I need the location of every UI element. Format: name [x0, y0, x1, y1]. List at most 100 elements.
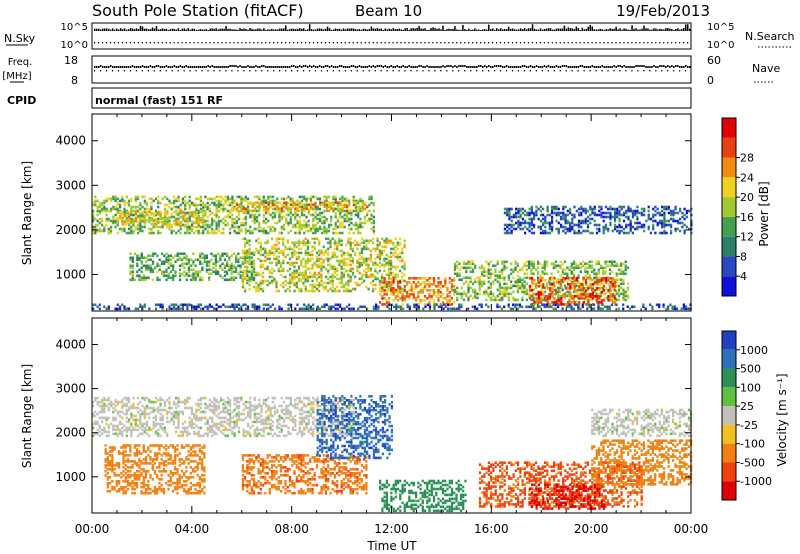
heatmap-cell: [262, 263, 265, 267]
heatmap-cell: [629, 225, 632, 229]
nave-dot: [249, 70, 251, 72]
heatmap-cell: [510, 231, 513, 235]
heatmap-cell: [265, 217, 268, 221]
heatmap-cell: [498, 284, 501, 288]
heatmap-cell: [226, 262, 229, 266]
heatmap-cell: [282, 285, 285, 289]
heatmap-cell: [381, 303, 384, 306]
heatmap-cell: [523, 276, 526, 280]
heatmap-cell: [342, 257, 345, 261]
heatmap-cell: [167, 266, 170, 270]
heatmap-cell: [448, 303, 451, 306]
freq-mark: [615, 66, 617, 68]
nave-dot: [129, 70, 132, 72]
heatmap-cell: [248, 270, 251, 274]
heatmap-cell: [564, 287, 567, 290]
heatmap-cell: [496, 276, 499, 280]
nsky-bar: [400, 29, 402, 31]
freq-mark: [533, 66, 536, 68]
heatmap-cell: [302, 283, 305, 287]
heatmap-cell: [197, 211, 200, 215]
heatmap-cell: [334, 197, 337, 201]
heatmap-cell: [233, 205, 236, 209]
heatmap-cell: [506, 213, 509, 217]
heatmap-cell: [383, 281, 386, 284]
heatmap-cell: [125, 220, 129, 224]
heatmap-cell: [119, 227, 122, 231]
nsky-bar: [410, 28, 412, 31]
heatmap-cell: [408, 281, 411, 284]
heatmap-cell: [273, 245, 276, 249]
heatmap-cell: [203, 256, 206, 260]
power-heatmap-cells: [92, 195, 693, 311]
nave-dot: [171, 70, 173, 72]
heatmap-cell: [471, 282, 475, 286]
freq-mark: [189, 66, 192, 68]
nsky-bar: [201, 29, 203, 31]
heatmap-cell: [282, 251, 285, 255]
heatmap-cell: [390, 271, 393, 275]
heatmap-cell: [123, 212, 126, 216]
heatmap-cell: [98, 221, 101, 225]
heatmap-cell: [294, 207, 297, 210]
freq-mark: [641, 65, 643, 67]
heatmap-cell: [465, 294, 468, 298]
heatmap-cell: [311, 279, 314, 283]
heatmap-cell: [161, 225, 164, 229]
heatmap-cell: [546, 205, 549, 209]
heatmap-cell: [312, 203, 315, 206]
heatmap-cell: [503, 231, 506, 235]
heatmap-cell: [322, 245, 325, 249]
heatmap-cell: [401, 271, 404, 275]
heatmap-cell: [446, 293, 449, 296]
heatmap-cell: [370, 213, 373, 217]
nave-dot: [386, 70, 388, 72]
heatmap-cell: [539, 209, 542, 213]
heatmap-cell: [437, 283, 440, 286]
heatmap-cell: [110, 219, 113, 223]
heatmap-cell: [357, 223, 360, 227]
nsky-bar: [289, 29, 291, 31]
heatmap-cell: [141, 210, 144, 214]
heatmap-cell: [604, 270, 607, 274]
heatmap-cell: [347, 275, 350, 279]
heatmap-cell: [620, 229, 623, 233]
nave-dot: [255, 70, 257, 72]
heatmap-cell: [202, 205, 205, 209]
heatmap-cell: [548, 280, 551, 284]
freq-mark: [368, 65, 371, 67]
heatmap-cell: [571, 283, 574, 286]
heatmap-cell: [213, 203, 216, 207]
freq-mark: [199, 66, 201, 68]
heatmap-cell: [132, 209, 135, 213]
heatmap-cell: [364, 201, 367, 204]
heatmap-cell: [525, 298, 528, 302]
heatmap-cell: [506, 225, 509, 229]
heatmap-cell: [609, 281, 612, 284]
heatmap-cell: [311, 263, 314, 267]
heatmap-cell: [581, 282, 585, 286]
heatmap-cell: [533, 303, 536, 306]
nsearch-dot: [137, 42, 139, 44]
nsearch-dot: [687, 42, 689, 44]
heatmap-cell: [622, 213, 626, 217]
heatmap-cell: [401, 289, 404, 293]
heatmap-cell: [374, 267, 377, 271]
heatmap-cell: [309, 257, 312, 261]
heatmap-cell: [284, 283, 287, 287]
heatmap-cell: [283, 205, 286, 208]
nave-dot: [105, 70, 108, 72]
heatmap-cell: [293, 251, 296, 255]
heatmap-cell: [215, 221, 218, 225]
heatmap-cell: [342, 289, 345, 293]
heatmap-cell: [352, 223, 355, 227]
freq-mark: [493, 65, 496, 67]
heatmap-cell: [98, 227, 101, 231]
heatmap-cell: [231, 219, 234, 223]
heatmap-cell: [306, 245, 310, 249]
heatmap-cell: [165, 260, 168, 264]
heatmap-cell: [390, 255, 393, 259]
heatmap-cell: [117, 216, 120, 220]
heatmap-cell: [206, 215, 209, 219]
heatmap-cell: [244, 271, 247, 275]
